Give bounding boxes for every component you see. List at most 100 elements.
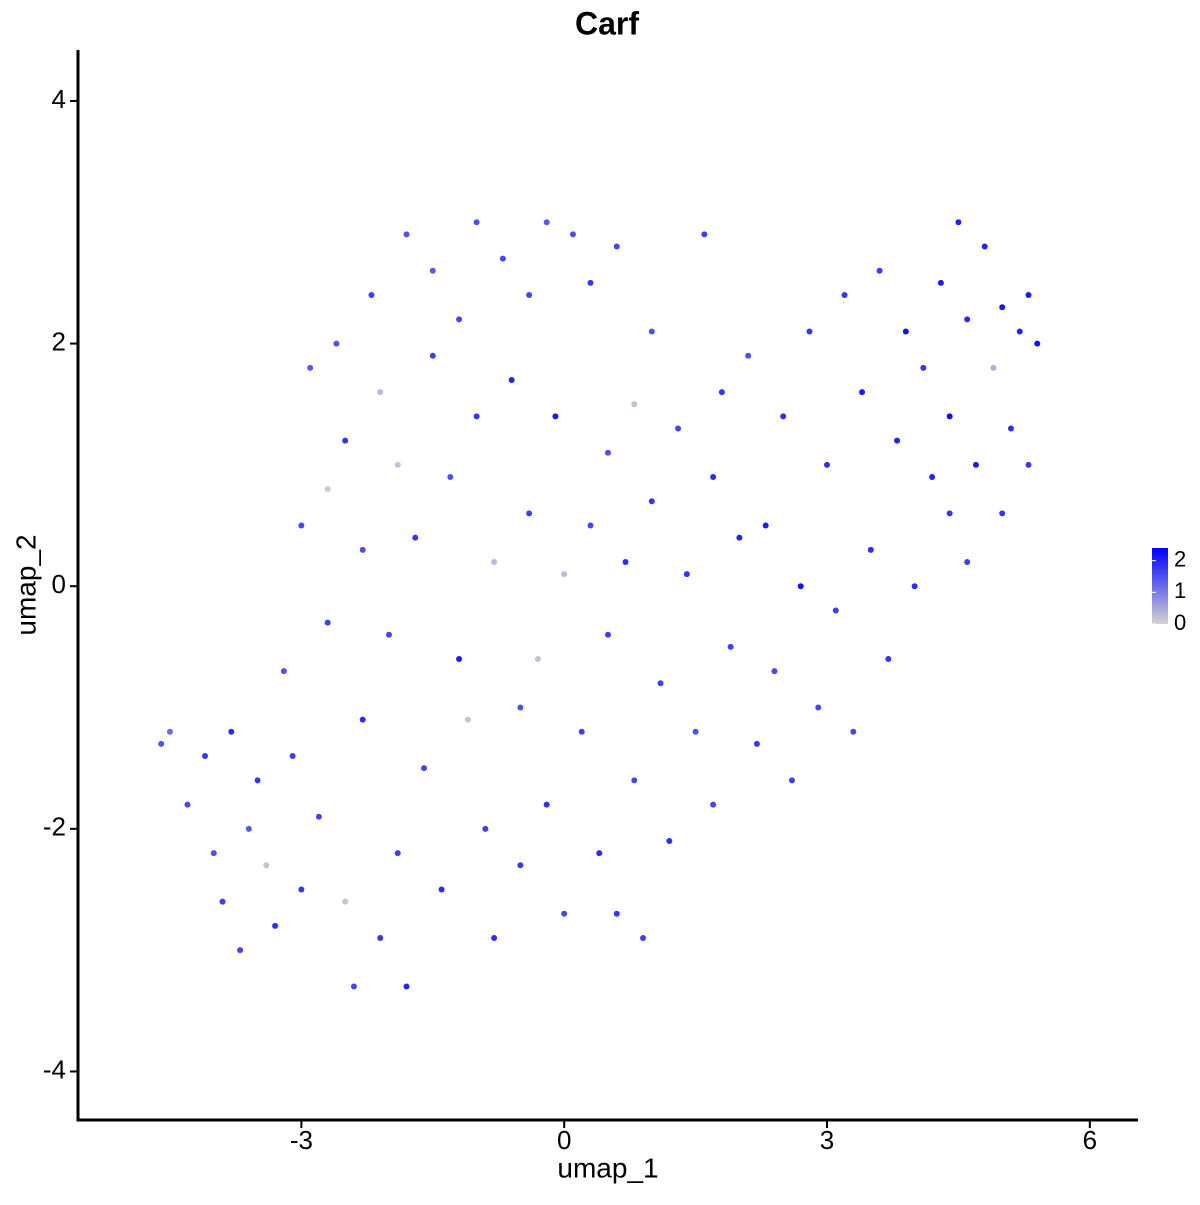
point	[473, 413, 480, 420]
point	[981, 243, 988, 250]
point	[771, 668, 778, 675]
point	[613, 243, 620, 250]
point	[999, 510, 1006, 517]
y-tick-label: -4	[43, 1054, 66, 1084]
point	[1025, 292, 1032, 299]
point	[964, 558, 971, 565]
point	[456, 316, 463, 323]
point	[482, 825, 489, 832]
point	[972, 461, 979, 468]
point	[350, 983, 357, 990]
point	[421, 765, 428, 772]
point	[394, 461, 401, 468]
colorbar-label: 0	[1174, 610, 1186, 635]
point	[736, 534, 743, 541]
point	[675, 425, 682, 432]
point	[780, 413, 787, 420]
point	[359, 716, 366, 723]
point	[499, 255, 506, 262]
point	[902, 328, 909, 335]
point	[447, 474, 454, 481]
point	[543, 219, 550, 226]
point	[429, 267, 436, 274]
point	[491, 558, 498, 565]
point	[648, 328, 655, 335]
point	[491, 935, 498, 942]
point	[526, 292, 533, 299]
point	[202, 753, 209, 760]
point	[456, 656, 463, 663]
point	[1034, 340, 1041, 347]
point	[797, 583, 804, 590]
x-tick-label: 3	[820, 1125, 834, 1155]
point	[517, 704, 524, 711]
point	[254, 777, 261, 784]
point	[946, 510, 953, 517]
point	[324, 619, 331, 626]
point	[999, 304, 1006, 311]
point	[683, 571, 690, 578]
y-tick-label: 4	[52, 84, 66, 114]
point	[692, 728, 699, 735]
point	[920, 364, 927, 371]
point	[806, 328, 813, 335]
point	[824, 461, 831, 468]
y-tick-label: 0	[52, 569, 66, 599]
chart-title: Carf	[575, 5, 639, 41]
point	[718, 389, 725, 396]
point	[324, 486, 331, 493]
point	[885, 656, 892, 663]
point	[438, 886, 445, 893]
point	[237, 947, 244, 954]
point	[403, 231, 410, 238]
x-tick-label: 6	[1083, 1125, 1097, 1155]
point	[640, 935, 647, 942]
point	[464, 716, 471, 723]
point	[701, 231, 708, 238]
point	[850, 728, 857, 735]
point	[596, 850, 603, 857]
point	[605, 631, 611, 638]
point	[473, 219, 480, 226]
point	[937, 279, 944, 286]
point	[315, 813, 322, 820]
point	[219, 898, 226, 905]
point	[578, 728, 585, 735]
point	[342, 898, 349, 905]
point	[298, 886, 305, 893]
point	[762, 522, 769, 529]
point	[245, 825, 252, 832]
point	[841, 292, 848, 299]
point	[631, 401, 638, 408]
point	[412, 534, 419, 541]
point	[561, 571, 568, 578]
point	[342, 437, 349, 444]
point	[534, 656, 541, 663]
point	[622, 558, 629, 565]
point	[368, 292, 375, 299]
point	[508, 376, 515, 383]
y-tick-label: 2	[52, 326, 66, 356]
point	[648, 498, 655, 505]
colorbar-label: 2	[1174, 546, 1186, 571]
point	[955, 219, 962, 226]
point	[280, 668, 287, 675]
point	[359, 546, 366, 553]
point	[184, 801, 191, 808]
point	[666, 837, 673, 844]
point	[1025, 461, 1032, 468]
point	[263, 862, 270, 869]
point	[745, 352, 752, 359]
point	[394, 850, 401, 857]
colorbar-label: 1	[1174, 578, 1186, 603]
point	[710, 474, 717, 481]
point	[166, 728, 173, 735]
point	[946, 413, 953, 420]
x-tick-label: 0	[557, 1125, 571, 1155]
point	[1016, 328, 1023, 335]
point	[289, 753, 296, 760]
point	[385, 631, 392, 638]
point	[377, 389, 384, 396]
point	[210, 850, 217, 857]
point	[876, 267, 883, 274]
